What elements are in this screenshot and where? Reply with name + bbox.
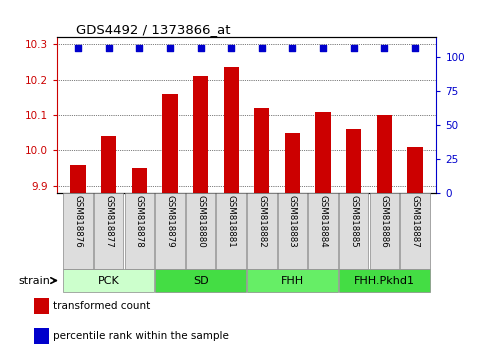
Point [411,45,419,51]
Text: GDS4492 / 1373866_at: GDS4492 / 1373866_at [76,23,230,36]
Bar [400,193,429,269]
Bar [186,193,215,269]
Point [288,45,296,51]
Point [74,45,82,51]
Point [227,45,235,51]
Point [166,45,174,51]
Text: transformed count: transformed count [54,301,151,312]
Bar [247,193,277,269]
Point [319,45,327,51]
Bar [162,94,177,193]
Bar [216,193,246,269]
Text: GSM818880: GSM818880 [196,195,205,248]
Bar [247,269,338,292]
Text: GSM818885: GSM818885 [349,195,358,248]
Bar [64,269,154,292]
Bar [316,112,331,193]
Bar [346,129,361,193]
Text: FHH: FHH [281,275,304,286]
Text: GSM818877: GSM818877 [104,195,113,248]
Text: GSM818881: GSM818881 [227,195,236,248]
Text: SD: SD [193,275,209,286]
Point [350,45,357,51]
Text: percentile rank within the sample: percentile rank within the sample [54,331,229,341]
Bar [155,269,246,292]
Bar [377,115,392,193]
Text: PCK: PCK [98,275,120,286]
Text: GSM818883: GSM818883 [288,195,297,248]
Bar [339,193,368,269]
Bar [34,298,49,314]
Bar [223,67,239,193]
Bar [339,269,429,292]
Bar [278,193,307,269]
Text: GSM818879: GSM818879 [166,195,175,248]
Text: FHH.Pkhd1: FHH.Pkhd1 [354,275,415,286]
Bar [370,193,399,269]
Text: strain: strain [19,275,51,286]
Text: GSM818878: GSM818878 [135,195,144,248]
Bar [285,133,300,193]
Point [258,45,266,51]
Bar [308,193,338,269]
Bar [254,108,270,193]
Bar [94,193,123,269]
Text: GSM818887: GSM818887 [410,195,420,248]
Text: GSM818886: GSM818886 [380,195,389,248]
Bar [193,76,208,193]
Text: GSM818876: GSM818876 [73,195,83,248]
Text: GSM818884: GSM818884 [318,195,327,248]
Bar [407,147,423,193]
Point [197,45,205,51]
Bar [125,193,154,269]
Bar [34,328,49,344]
Point [380,45,388,51]
Bar [155,193,185,269]
Point [105,45,113,51]
Bar [101,136,116,193]
Text: GSM818882: GSM818882 [257,195,266,248]
Bar [132,168,147,193]
Bar [70,165,86,193]
Bar [64,193,93,269]
Point [136,45,143,51]
